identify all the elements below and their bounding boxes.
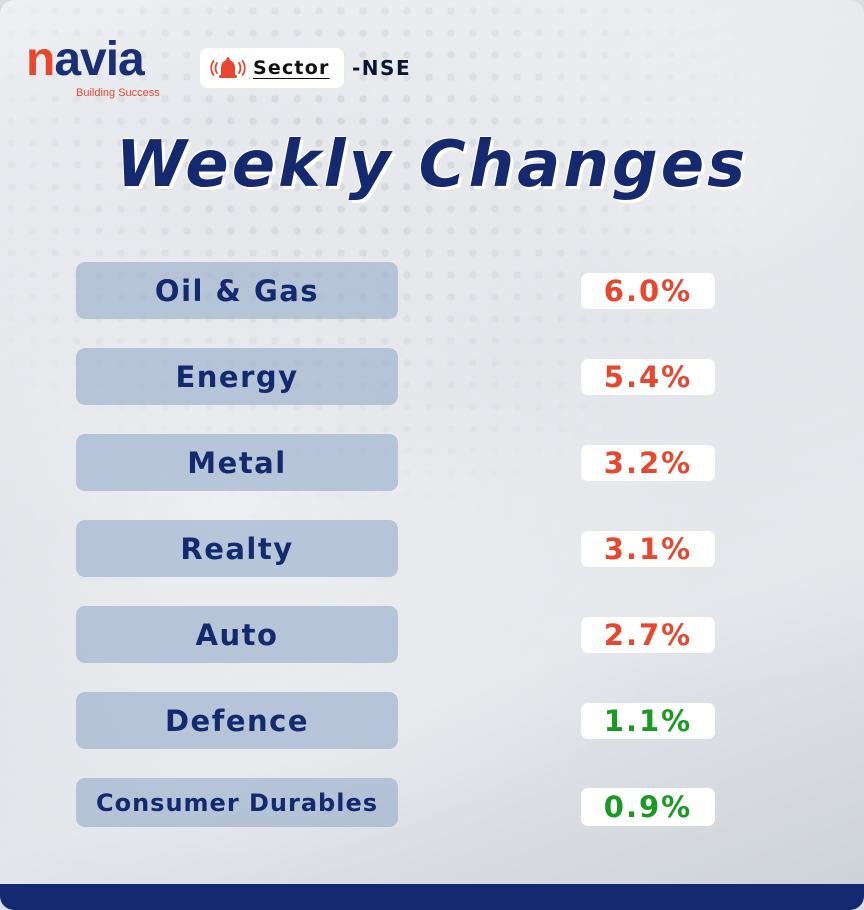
sector-change-value: 3.2% — [581, 445, 715, 481]
sector-name: Realty — [76, 520, 398, 577]
sector-label: Sector — [253, 57, 330, 79]
sector-row-defence: Defence 1.1% — [0, 692, 864, 750]
sector-change-value: 0.9% — [581, 788, 715, 826]
sector-change-value: 2.7% — [581, 617, 715, 653]
sector-row-metal: Metal 3.2% — [0, 434, 864, 492]
sector-row-energy: Energy 5.4% — [0, 348, 864, 406]
sector-header-pill: Sector — [200, 48, 344, 88]
sector-row-realty: Realty 3.1% — [0, 520, 864, 578]
alarm-bell-icon — [210, 57, 246, 78]
sector-change-value: 3.1% — [581, 531, 715, 567]
sector-name: Auto — [76, 606, 398, 663]
sector-name: Consumer Durables — [76, 778, 398, 827]
sector-change-value: 1.1% — [581, 703, 715, 739]
sector-row-auto: Auto 2.7% — [0, 606, 864, 664]
sector-change-value: 6.0% — [581, 273, 715, 309]
sector-change-value: 5.4% — [581, 359, 715, 395]
page-title: Weekly Changes — [115, 128, 749, 202]
sector-row-oil-gas: Oil & Gas 6.0% — [0, 262, 864, 320]
sector-name: Energy — [76, 348, 398, 405]
logo-tagline: Building Success — [76, 87, 160, 99]
sector-name: Oil & Gas — [76, 262, 398, 319]
footer-bar — [0, 884, 864, 910]
exchange-label: -NSE — [352, 56, 412, 80]
navia-logo: navia Building Success — [26, 36, 166, 100]
logo-wordmark: navia — [26, 33, 145, 86]
sector-name: Defence — [76, 692, 398, 749]
sector-name: Metal — [76, 434, 398, 491]
sector-row-consumer-durables: Consumer Durables 0.9% — [0, 778, 864, 836]
